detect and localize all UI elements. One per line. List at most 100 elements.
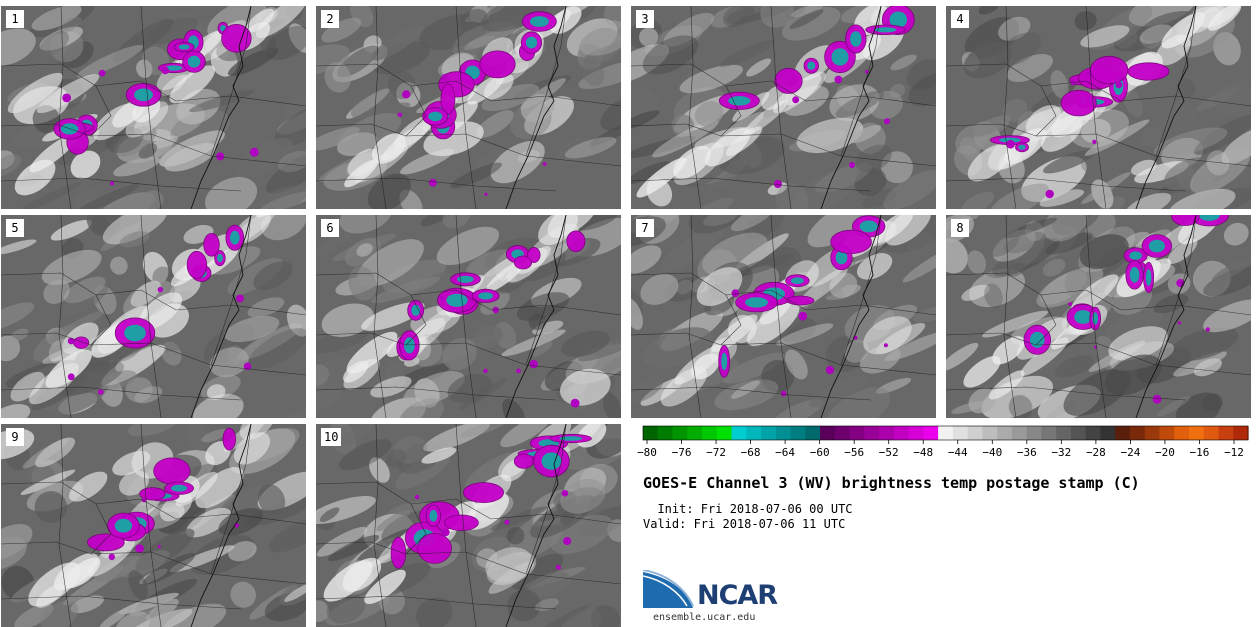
member-number: 5 (6, 219, 24, 237)
convective-core (1129, 251, 1142, 260)
moisture-region (346, 88, 390, 119)
moisture-region (339, 439, 392, 471)
colorbar-swatch (702, 426, 718, 440)
moisture-plume (347, 148, 380, 177)
member-panel: 6 (316, 215, 621, 418)
cold-cloud-top (417, 533, 452, 564)
moisture-region (961, 284, 990, 301)
moisture-region (316, 44, 350, 78)
moisture-region (363, 102, 411, 123)
state-border (1003, 215, 1017, 418)
cloud-speck (62, 93, 72, 103)
moisture-region (367, 173, 411, 209)
moisture-region (631, 374, 664, 403)
moisture-region (640, 273, 679, 305)
moisture-region (480, 291, 510, 315)
colorbar-tick-label: −16 (1190, 446, 1210, 459)
moisture-region (43, 279, 70, 304)
member-panel: 2 (316, 6, 621, 209)
brightness-temp-map (631, 215, 936, 418)
moisture-region (902, 243, 936, 283)
moisture-region (663, 12, 714, 47)
cloud-speck (542, 162, 547, 166)
moisture-region (983, 225, 1020, 257)
moisture-plume (346, 331, 398, 374)
cold-cloud-top (1127, 62, 1170, 81)
convective-core (1074, 310, 1092, 324)
brightness-temp-map (316, 215, 621, 418)
moisture-region (84, 438, 115, 466)
cold-cloud-top (203, 232, 220, 257)
state-border (90, 294, 112, 346)
moisture-region (142, 553, 196, 585)
moisture-region (316, 228, 354, 258)
moisture-region (1054, 355, 1094, 378)
cloud-speck (397, 112, 403, 118)
convective-core (1148, 239, 1165, 253)
state-border (90, 85, 112, 137)
state-border (1035, 85, 1057, 137)
brightness-temp-map (316, 6, 621, 209)
moisture-region (403, 371, 465, 407)
colorbar-swatch (1203, 426, 1220, 440)
colorbar-swatch (746, 426, 762, 440)
moisture-region (561, 330, 610, 357)
cloud-speck (1205, 327, 1210, 332)
moisture-region (228, 541, 257, 562)
cold-cloud-top (462, 482, 504, 503)
colorbar-swatch (1188, 426, 1205, 440)
state-border (316, 386, 557, 401)
colorbar-tick-label: −80 (637, 446, 657, 459)
moisture-region (118, 592, 179, 615)
moisture-region (560, 478, 606, 514)
state-border (631, 123, 936, 167)
moisture-region (436, 226, 499, 265)
cold-cloud-top (774, 67, 803, 94)
moisture-region (789, 9, 824, 29)
moisture-region (114, 125, 157, 157)
moisture-region (1124, 231, 1150, 248)
member-panel: 4 (946, 6, 1251, 209)
cloud-speck (1115, 81, 1123, 89)
colorbar-swatch (967, 426, 983, 440)
moisture-plume (885, 215, 932, 246)
moisture-region (415, 597, 453, 627)
colorbar-swatch (672, 426, 688, 440)
moisture-region (829, 84, 880, 122)
cloud-speck (555, 564, 561, 570)
moisture-region (450, 162, 502, 189)
moisture-plume (364, 569, 406, 605)
moisture-region (9, 328, 29, 342)
cloud-speck (570, 398, 580, 408)
moisture-region (861, 189, 897, 209)
moisture-region (1231, 377, 1251, 404)
moisture-region (1203, 266, 1251, 297)
moisture-region (732, 233, 789, 274)
moisture-region (688, 215, 744, 234)
moisture-region (136, 59, 153, 78)
state-border (525, 424, 567, 575)
state-border (1, 386, 242, 401)
moisture-region (884, 330, 936, 362)
convective-core (1018, 144, 1026, 150)
moisture-plume (563, 6, 608, 16)
member-number: 9 (6, 428, 24, 446)
moisture-region (72, 183, 141, 209)
state-border (770, 215, 792, 418)
convective-core (790, 277, 804, 284)
coastline (505, 215, 567, 418)
moisture-plume (130, 280, 161, 307)
moisture-region (1189, 148, 1251, 194)
moisture-plume (138, 292, 183, 330)
moisture-region (578, 336, 621, 362)
moisture-region (529, 571, 571, 598)
state-border (1003, 6, 1017, 209)
moisture-region (339, 215, 393, 234)
convective-core (429, 509, 438, 522)
moisture-region (328, 535, 379, 562)
convective-core (541, 452, 562, 470)
moisture-region (273, 102, 306, 147)
moisture-region (99, 608, 129, 627)
moisture-plume (29, 133, 78, 173)
moisture-region (201, 428, 229, 443)
